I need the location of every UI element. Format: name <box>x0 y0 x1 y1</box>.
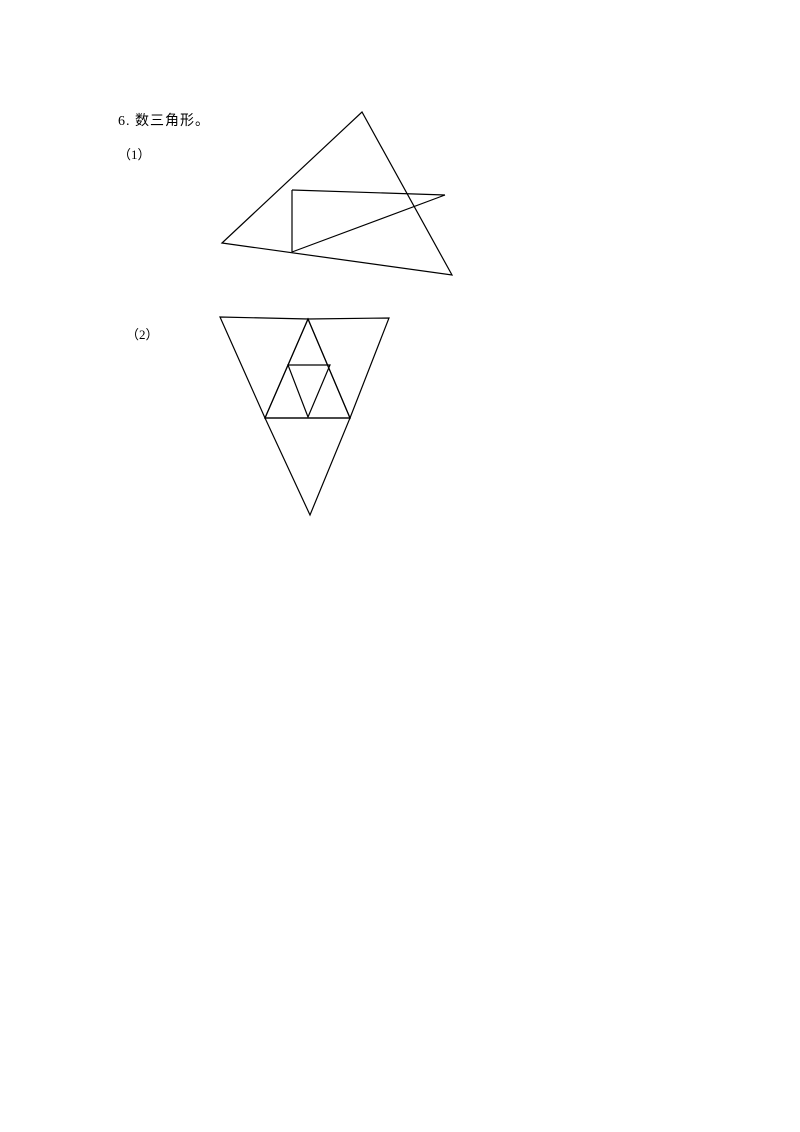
problem-number: 6 <box>118 114 126 129</box>
diagram-1 <box>192 100 512 280</box>
diagram-2 <box>210 310 410 530</box>
part2-label: （2） <box>126 324 159 343</box>
